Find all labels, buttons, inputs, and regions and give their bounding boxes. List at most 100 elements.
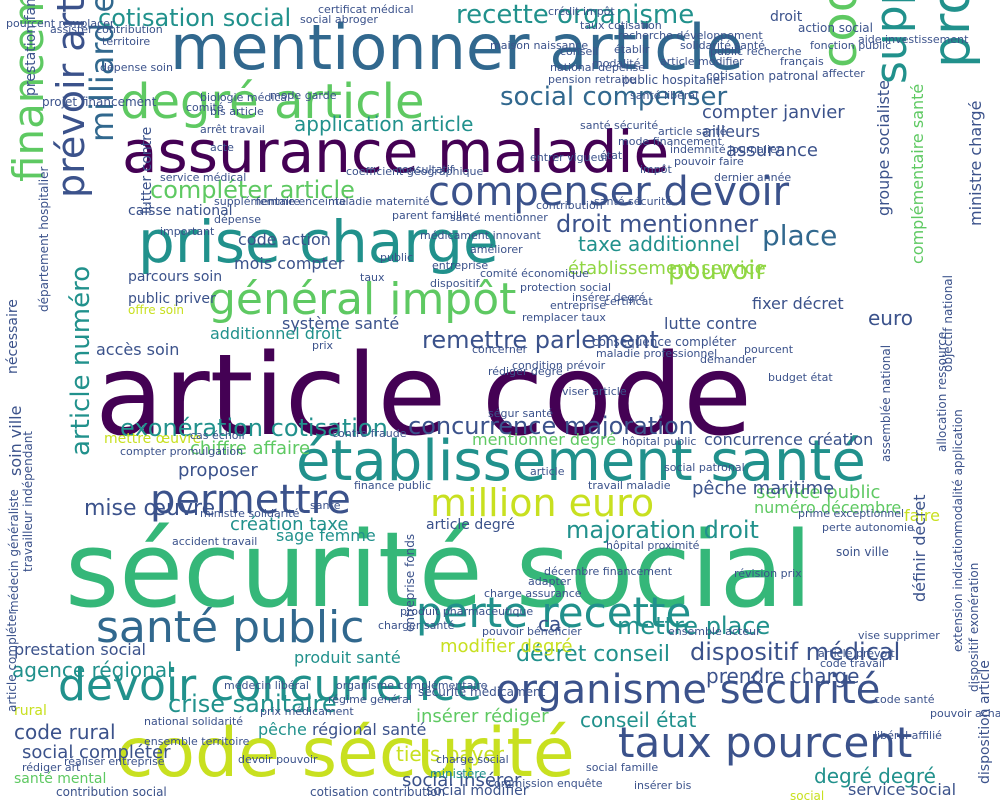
word: article <box>530 465 565 478</box>
word: accident travail <box>172 535 258 548</box>
word: complémentaire santé <box>908 83 927 264</box>
word: compenser devoir <box>428 169 790 215</box>
word: affecter <box>822 67 865 80</box>
word: devoir concurrence <box>58 660 482 711</box>
word: accès soin <box>96 340 180 359</box>
word: coefficient géographique <box>346 165 484 178</box>
word: taux <box>360 271 385 284</box>
word: commission enquête <box>488 777 603 790</box>
word: établissement santé <box>296 429 866 494</box>
word: social compenser <box>500 82 728 112</box>
word: concurrence majoration <box>408 412 694 440</box>
word: social patronal <box>664 461 745 474</box>
word: indemnité journalier <box>670 143 782 156</box>
word: entreprise <box>432 259 489 272</box>
word: produit pharmaceutique <box>400 605 534 618</box>
word: général impôt <box>208 274 517 325</box>
word: additionnel droit <box>210 324 342 343</box>
word: établissement service <box>568 258 766 279</box>
word: parcours soin <box>128 269 223 285</box>
word: euro <box>868 306 913 330</box>
word: rédiger degré <box>488 365 563 378</box>
word: exonération cotisation <box>120 414 388 442</box>
word: insérer degré <box>572 291 646 304</box>
word: entrer vigueur <box>530 151 609 164</box>
word: contribution social <box>56 785 167 799</box>
word: comité économique <box>480 267 589 280</box>
word: améliorer <box>470 243 523 256</box>
word: mettre place <box>617 612 771 640</box>
word: degré degré <box>814 764 936 788</box>
word: pêche maritime <box>692 478 835 499</box>
word: agence régional <box>12 658 173 682</box>
word: social insérer <box>402 770 522 791</box>
word: maison naissance <box>490 39 589 52</box>
word: social abroger <box>300 13 378 26</box>
word: important <box>160 225 215 238</box>
word: article code <box>95 331 753 461</box>
word: certificat médical <box>318 3 414 16</box>
word: pourcent remplacer <box>6 17 115 30</box>
word: régional santé <box>312 720 427 739</box>
word: santé sécurité <box>580 119 659 132</box>
word: viser article <box>562 385 627 398</box>
word: degré article <box>120 74 425 130</box>
word: arrêt travail <box>200 123 265 136</box>
word: code santé <box>874 693 935 706</box>
word: groupe socialiste <box>874 80 893 216</box>
word: ségur santé <box>488 407 553 420</box>
word: prendre charge <box>706 664 860 688</box>
word: crédit impôt <box>548 5 615 18</box>
word: prestation social <box>14 640 146 659</box>
word: travail maladie <box>588 479 671 492</box>
word: état <box>600 149 623 162</box>
word: article modifier <box>660 55 744 68</box>
word: ensemble territoire <box>144 735 250 748</box>
word: code rural <box>14 720 116 744</box>
word: social modifier <box>426 783 529 799</box>
word: solidarité santé <box>680 39 765 52</box>
word: réaliser entreprise <box>64 755 165 768</box>
word: certificat <box>604 295 653 308</box>
word: assister contribution <box>50 23 163 36</box>
word: social famille <box>586 761 659 774</box>
word: insérer bis <box>634 779 692 792</box>
word: charge social <box>436 753 509 766</box>
word: dispositif <box>430 277 480 290</box>
word: nécessaire <box>5 299 21 374</box>
word: pourcent <box>744 343 794 356</box>
word: dernier année <box>714 171 792 184</box>
word: système santé <box>282 314 400 333</box>
word: hôpital public <box>622 435 697 448</box>
word: aide investissement <box>858 33 969 46</box>
word: rural <box>14 703 47 719</box>
word: tiers payer <box>396 742 505 766</box>
word: produit santé <box>294 648 401 667</box>
word: dépense <box>214 213 261 226</box>
word: santé <box>310 499 341 512</box>
word: parent famille <box>392 209 469 222</box>
word: comité <box>186 101 224 114</box>
word: santé mental <box>14 771 107 787</box>
word: régime général <box>328 693 412 706</box>
word: extension indication <box>951 530 965 652</box>
word: cotisation contribution <box>310 785 446 799</box>
word: acte <box>210 141 234 154</box>
word: vise supprimer <box>858 629 940 642</box>
word: article prévoit <box>818 647 895 660</box>
word: social <box>790 789 825 800</box>
word: code travail <box>820 657 885 670</box>
word: révision prix <box>734 567 802 580</box>
word: création taxe <box>230 514 349 535</box>
word: lutte contre <box>664 314 758 333</box>
word: mettre œuvre <box>104 431 202 447</box>
word: supplémentaire <box>214 195 301 208</box>
word: pêche <box>258 720 307 739</box>
word: sécurité médicament <box>418 685 546 699</box>
word: taux pourcent <box>618 718 913 767</box>
word: assemblée national <box>879 344 893 462</box>
word: ministre chargé <box>966 100 985 226</box>
word: impôt <box>640 163 672 176</box>
word: droit mentionner <box>556 210 759 238</box>
word: service social <box>848 780 957 799</box>
